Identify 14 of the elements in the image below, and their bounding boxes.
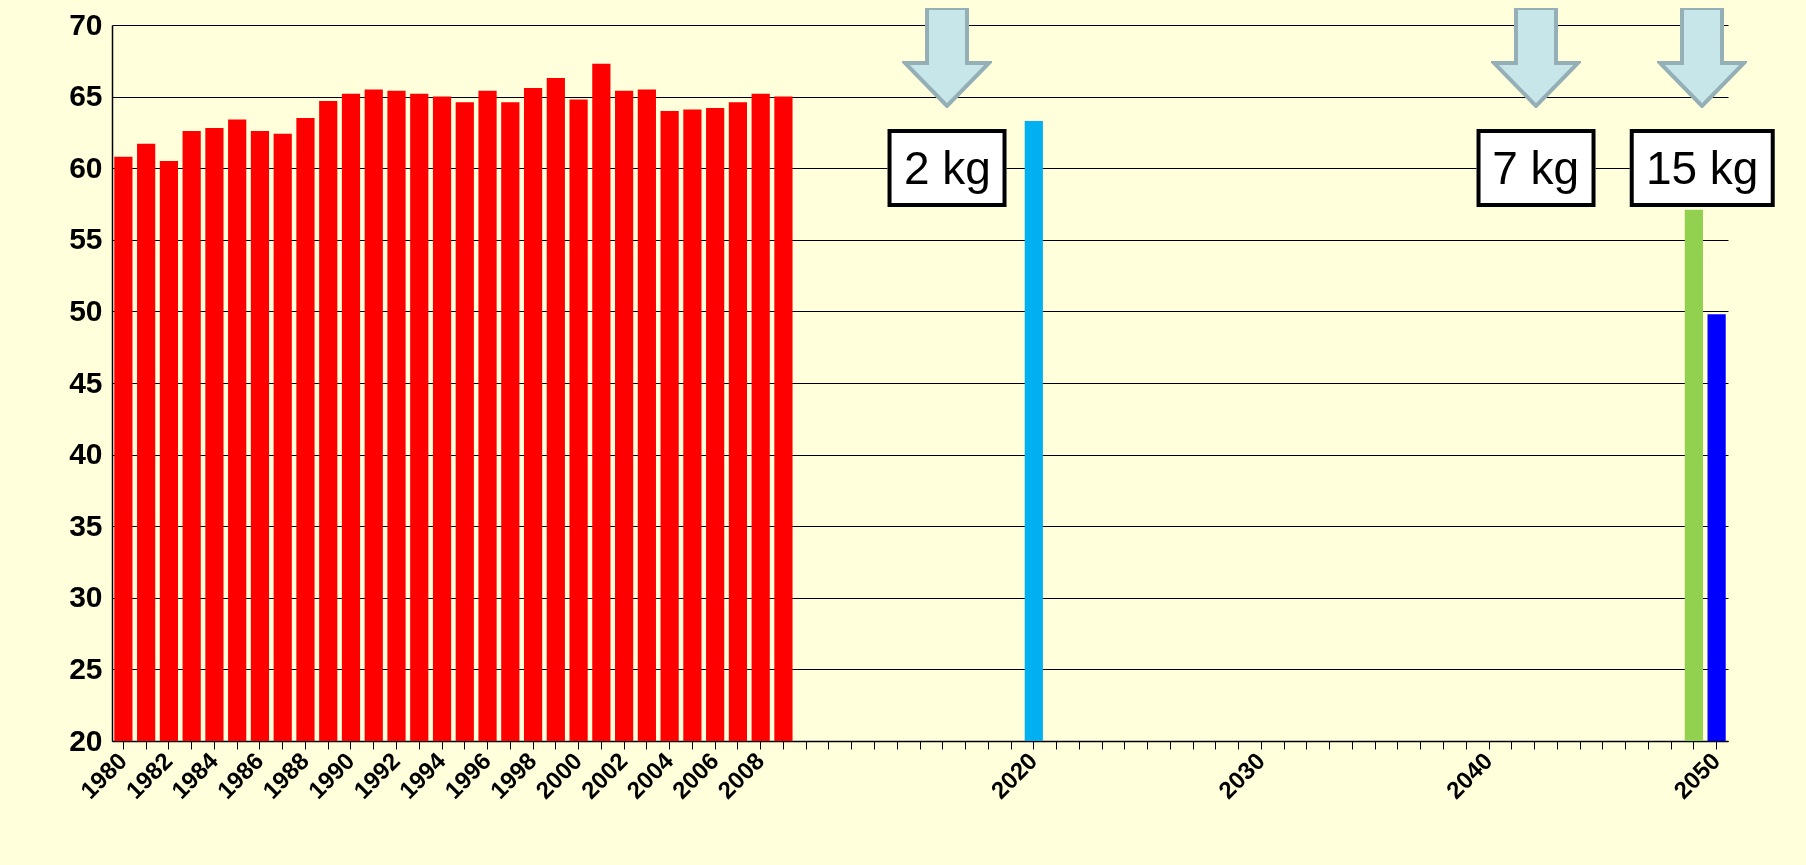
y-tick-label: 30 — [69, 580, 103, 614]
y-tick-label: 60 — [69, 150, 103, 184]
annotation: 7 kg — [1476, 129, 1596, 208]
y-tick-label: 20 — [69, 723, 103, 757]
y-tick-label: 55 — [69, 222, 103, 256]
y-tick-label: 45 — [69, 365, 103, 399]
annotation: 2 kg — [887, 129, 1007, 208]
y-tick-label: 50 — [69, 293, 103, 327]
y-tick-label: 40 — [69, 437, 103, 471]
annotation: 15 kg — [1629, 129, 1775, 208]
y-tick-label: 70 — [69, 7, 103, 41]
y-tick-label: 65 — [69, 79, 103, 113]
y-tick-label: 35 — [69, 508, 103, 542]
y-tick-label: 25 — [69, 651, 103, 685]
